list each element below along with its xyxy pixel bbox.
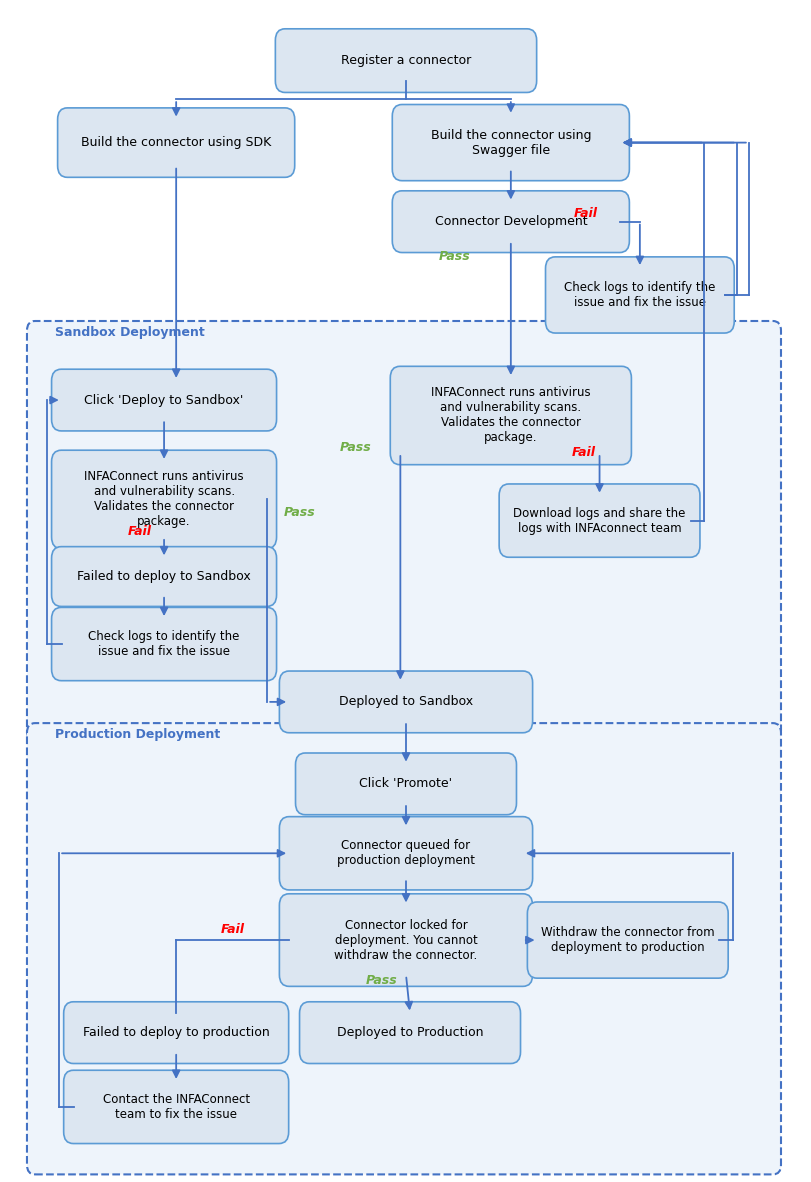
- FancyBboxPatch shape: [392, 190, 629, 253]
- Text: Fail: Fail: [221, 923, 244, 936]
- Text: Pass: Pass: [340, 441, 371, 454]
- FancyBboxPatch shape: [52, 450, 277, 548]
- Text: Fail: Fail: [127, 525, 152, 538]
- FancyBboxPatch shape: [58, 108, 294, 177]
- Text: Check logs to identify the
issue and fix the issue: Check logs to identify the issue and fix…: [564, 281, 714, 309]
- FancyBboxPatch shape: [299, 1002, 520, 1064]
- FancyBboxPatch shape: [27, 322, 780, 740]
- Text: INFAConnect runs antivirus
and vulnerability scans.
Validates the connector
pack: INFAConnect runs antivirus and vulnerabi…: [431, 387, 590, 444]
- Text: Connector queued for
production deployment: Connector queued for production deployme…: [337, 839, 474, 868]
- FancyBboxPatch shape: [392, 104, 629, 181]
- Text: Failed to deploy to production: Failed to deploy to production: [83, 1026, 269, 1039]
- Text: Withdraw the connector from
deployment to production: Withdraw the connector from deployment t…: [540, 926, 714, 954]
- FancyBboxPatch shape: [526, 902, 727, 979]
- Text: Contact the INFAConnect
team to fix the issue: Contact the INFAConnect team to fix the …: [102, 1093, 250, 1121]
- Text: Fail: Fail: [573, 207, 597, 220]
- FancyBboxPatch shape: [52, 369, 277, 431]
- Text: Connector locked for
deployment. You cannot
withdraw the connector.: Connector locked for deployment. You can…: [334, 918, 477, 962]
- Text: Deployed to Production: Deployed to Production: [337, 1026, 483, 1039]
- FancyBboxPatch shape: [499, 483, 699, 557]
- Text: Register a connector: Register a connector: [341, 54, 470, 67]
- FancyBboxPatch shape: [63, 1070, 288, 1143]
- FancyBboxPatch shape: [275, 28, 536, 92]
- Text: INFAConnect runs antivirus
and vulnerability scans.
Validates the connector
pack: INFAConnect runs antivirus and vulnerabi…: [84, 470, 243, 528]
- FancyBboxPatch shape: [545, 256, 733, 333]
- Text: Connector Development: Connector Development: [434, 215, 586, 228]
- FancyBboxPatch shape: [52, 608, 277, 681]
- FancyBboxPatch shape: [279, 894, 532, 986]
- Text: Pass: Pass: [365, 974, 397, 987]
- Text: Pass: Pass: [283, 506, 315, 519]
- Text: Fail: Fail: [571, 446, 594, 459]
- FancyBboxPatch shape: [295, 753, 516, 814]
- Text: Click 'Promote': Click 'Promote': [359, 778, 452, 791]
- FancyBboxPatch shape: [279, 817, 532, 890]
- Text: Production Deployment: Production Deployment: [55, 728, 220, 741]
- Text: Click 'Deploy to Sandbox': Click 'Deploy to Sandbox': [84, 394, 243, 407]
- Text: Check logs to identify the
issue and fix the issue: Check logs to identify the issue and fix…: [88, 630, 239, 658]
- Text: Download logs and share the
logs with INFAconnect team: Download logs and share the logs with IN…: [513, 507, 685, 534]
- FancyBboxPatch shape: [63, 1002, 288, 1064]
- Text: Pass: Pass: [438, 251, 470, 264]
- FancyBboxPatch shape: [390, 366, 631, 465]
- Text: Sandbox Deployment: Sandbox Deployment: [55, 326, 204, 339]
- Text: Build the connector using SDK: Build the connector using SDK: [81, 136, 271, 149]
- FancyBboxPatch shape: [52, 546, 277, 606]
- Text: Build the connector using
Swagger file: Build the connector using Swagger file: [430, 129, 590, 156]
- Text: Failed to deploy to Sandbox: Failed to deploy to Sandbox: [77, 570, 251, 583]
- Text: Deployed to Sandbox: Deployed to Sandbox: [338, 695, 473, 708]
- FancyBboxPatch shape: [27, 723, 780, 1175]
- FancyBboxPatch shape: [279, 671, 532, 733]
